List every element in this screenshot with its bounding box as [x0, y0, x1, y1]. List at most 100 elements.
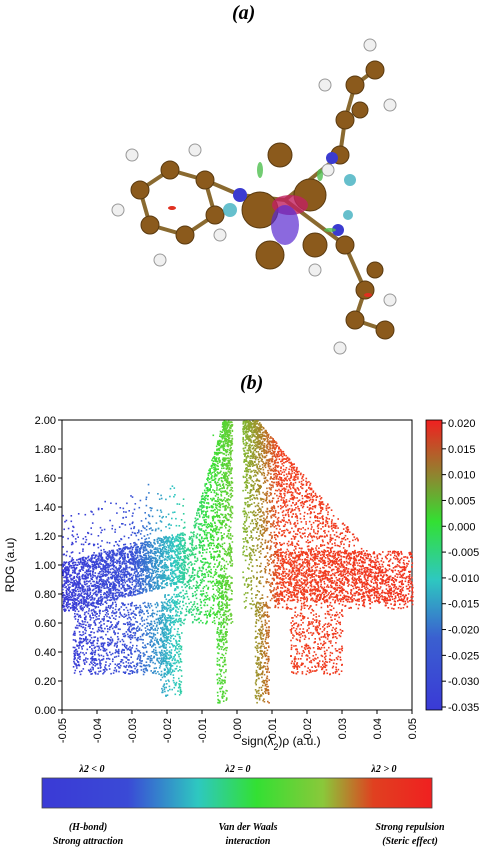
scatter-point — [129, 594, 131, 596]
scatter-point — [173, 495, 175, 498]
scatter-point — [126, 648, 129, 651]
scatter-point — [141, 569, 144, 571]
scatter-point — [143, 559, 146, 562]
scatter-point — [212, 607, 214, 610]
scatter-point — [229, 587, 231, 589]
scatter-point — [177, 621, 179, 623]
scatter-point — [120, 566, 122, 568]
scatter-point — [122, 507, 125, 510]
scatter-point — [83, 565, 85, 567]
scatter-point — [87, 573, 89, 576]
scatter-point — [101, 556, 104, 559]
scatter-point — [167, 578, 169, 580]
scatter-point — [75, 582, 77, 585]
scatter-point — [68, 588, 70, 590]
scatter-point — [220, 441, 223, 443]
scatter-point — [126, 502, 128, 505]
scatter-point — [179, 600, 181, 603]
scatter-point — [198, 552, 201, 554]
scatter-point — [84, 659, 87, 661]
scatter-point — [151, 636, 154, 639]
scatter-point — [114, 584, 116, 587]
scatter-point — [121, 602, 123, 604]
scatter-point — [122, 557, 124, 559]
scatter-point — [140, 584, 142, 587]
scatter-point — [82, 668, 85, 670]
scatter-point — [231, 541, 234, 543]
scatter-point — [140, 547, 143, 549]
scatter-point — [220, 498, 223, 501]
scatter-point — [78, 653, 81, 655]
scatter-point — [173, 670, 176, 672]
scatter-point — [83, 606, 85, 608]
scatter-point — [112, 549, 114, 552]
scatter-point — [173, 557, 176, 559]
scatter-point — [92, 593, 95, 595]
scatter-point — [169, 640, 172, 642]
scatter-point — [160, 655, 162, 657]
scatter-point — [200, 590, 202, 592]
scatter-point — [196, 512, 198, 514]
scatter-point — [156, 603, 159, 605]
scatter-point — [132, 563, 135, 566]
scatter-point — [199, 613, 201, 615]
scatter-point — [138, 560, 141, 562]
scatter-point — [90, 578, 93, 581]
scatter-point — [107, 610, 109, 613]
scatter-point — [179, 538, 182, 540]
scatter-point — [150, 620, 152, 623]
scatter-point — [138, 562, 140, 565]
scatter-point — [220, 445, 222, 448]
scatter-point — [67, 563, 70, 566]
scatter-point — [89, 570, 91, 573]
scatter-point — [180, 692, 182, 695]
scatter-point — [93, 580, 95, 583]
scatter-point — [103, 593, 105, 596]
scatter-point — [161, 657, 163, 659]
scatter-point — [162, 615, 164, 617]
scatter-point — [103, 616, 105, 618]
scatter-point — [155, 585, 157, 588]
scatter-point — [187, 555, 190, 558]
scatter-point — [118, 526, 121, 528]
scatter-point — [165, 537, 167, 539]
scatter-point — [152, 661, 154, 664]
scatter-point — [223, 445, 226, 448]
scatter-point — [152, 645, 154, 647]
scatter-point — [67, 579, 70, 581]
scatter-point — [84, 536, 87, 538]
scatter-point — [136, 671, 138, 674]
scatter-point — [156, 638, 159, 641]
scatter-point — [226, 487, 228, 490]
scatter-point — [91, 658, 93, 660]
scatter-point — [102, 619, 105, 622]
scatter-point — [99, 659, 101, 662]
scatter-point — [148, 575, 150, 578]
scatter-point — [156, 613, 158, 616]
scatter-point — [166, 540, 168, 542]
scatter-point — [93, 636, 95, 639]
scatter-point — [115, 669, 118, 671]
scatter-point — [165, 647, 167, 649]
scatter-point — [92, 554, 94, 556]
scatter-point — [103, 592, 106, 594]
scatter-point — [139, 638, 141, 641]
scatter-point — [111, 652, 114, 655]
scatter-point — [95, 616, 98, 618]
scatter-point — [138, 627, 141, 630]
scatter-point — [111, 603, 114, 605]
scatter-point — [175, 647, 177, 650]
scatter-point — [156, 610, 159, 613]
scatter-point — [114, 572, 116, 574]
scatter-point — [86, 658, 89, 660]
scatter-point — [139, 584, 141, 587]
scatter-point — [77, 597, 80, 599]
scatter-point — [154, 582, 156, 584]
scatter-point — [121, 576, 124, 578]
scatter-point — [103, 671, 105, 674]
scatter-point — [113, 645, 116, 647]
scatter-point — [169, 669, 171, 671]
scatter-point — [102, 642, 105, 645]
scatter-point — [205, 502, 208, 504]
scatter-point — [135, 577, 137, 579]
